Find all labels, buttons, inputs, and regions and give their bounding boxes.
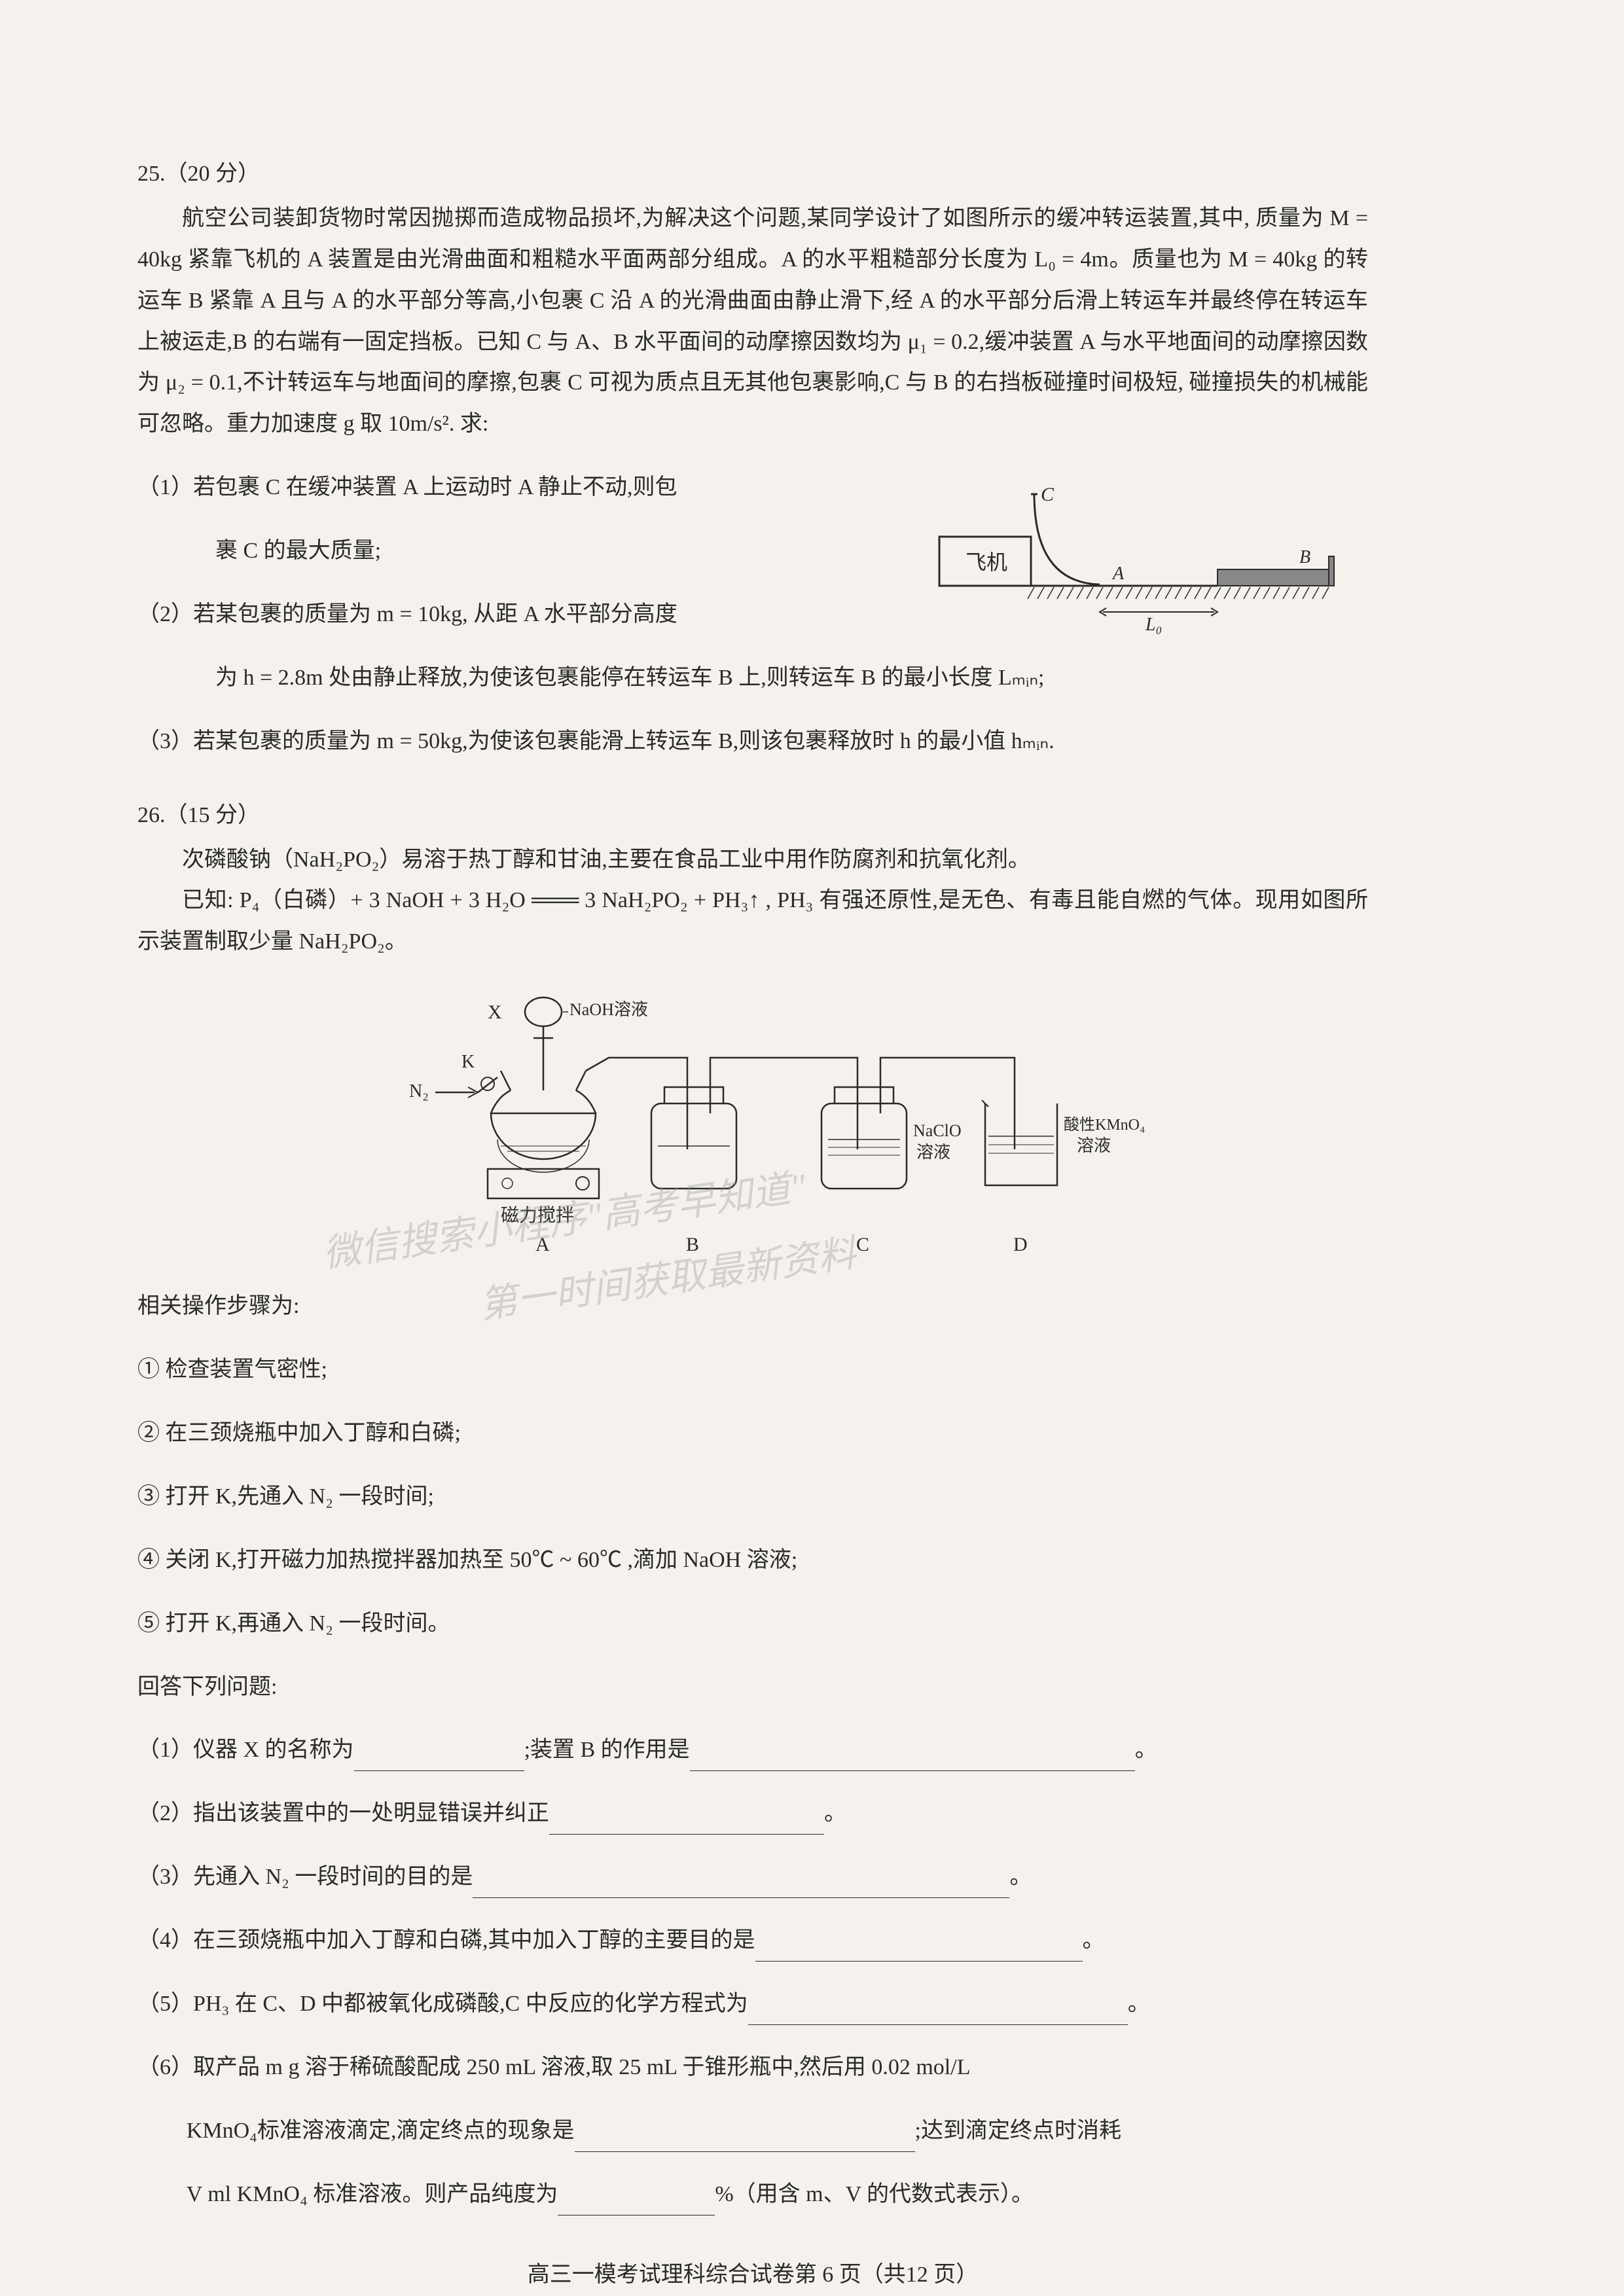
a6-l2-end: ;达到滴定终点时消耗 (915, 2119, 1121, 2143)
diagram-label-c: C (1041, 484, 1055, 505)
answer-5: （5）PH₃ 在 C、D 中都被氧化成磷酸,C 中反应的化学方程式为 。 (137, 1984, 1368, 2025)
a1-pre: （1）仪器 X 的名称为 (137, 1738, 354, 1762)
blank (690, 1745, 1135, 1772)
q25-header: 25.（20 分） (137, 154, 1368, 195)
a3-pre: （3）先通入 N₂ 一段时间的目的是 (137, 1865, 473, 1889)
answer-2: （2）指出该装置中的一处明显错误并纠正 。 (137, 1793, 1368, 1835)
answer-1: （1）仪器 X 的名称为 ;装置 B 的作用是 。 (137, 1730, 1368, 1771)
label-naclo: NaClO (913, 1121, 962, 1140)
blank (473, 1871, 1009, 1898)
blank (575, 2125, 915, 2152)
label-naoh: NaOH溶液 (569, 1000, 648, 1019)
q26-intro1: 次磷酸钠（NaH₂PO₂）易溶于热丁醇和甘油,主要在食品工业中用作防腐剂和抗氧化… (137, 840, 1368, 881)
blank (549, 1808, 824, 1835)
label-kmno4-2: 溶液 (1077, 1136, 1111, 1155)
step3: ③ 打开 K,先通入 N₂ 一段时间; (137, 1477, 1368, 1518)
a3-end: 。 (1009, 1865, 1032, 1889)
chemistry-diagram: X NaOH溶液 K N₂ (360, 982, 1146, 1264)
q26-header: 26.（15 分） (137, 795, 1368, 836)
diagram-label-a: A (1111, 564, 1125, 584)
a2-pre: （2）指出该装置中的一处明显错误并纠正 (137, 1801, 549, 1825)
label-b-app: B (686, 1234, 699, 1255)
blank (354, 1745, 524, 1772)
answer-header: 回答下列问题: (137, 1667, 1368, 1708)
label-stir: 磁力搅拌 (501, 1205, 574, 1226)
blank (755, 1935, 1083, 1962)
a6-l2-pre: KMnO₄标准溶液滴定,滴定终点的现象是 (187, 2119, 575, 2143)
a1-end: 。 (1135, 1738, 1157, 1762)
diagram-label-l0: L₀ (1145, 615, 1162, 635)
answer-4: （4）在三颈烧瓶中加入丁醇和白磷,其中加入丁醇的主要目的是 。 (137, 1920, 1368, 1962)
physics-diagram: 飞机 C (936, 481, 1342, 638)
a1-mid: ;装置 B 的作用是 (524, 1738, 690, 1762)
a4-pre: （4）在三颈烧瓶中加入丁醇和白磷,其中加入丁醇的主要目的是 (137, 1928, 755, 1952)
a6-l3-end: %（用含 m、V 的代数式表示）。 (715, 2182, 1034, 2206)
steps-header: 相关操作步骤为: (137, 1286, 1368, 1327)
question-25: 25.（20 分） 航空公司装卸货物时常因抛掷而造成物品损坏,为解决这个问题,某… (137, 154, 1368, 762)
q25-sub2-b: 为 h = 2.8m 处由静止释放,为使该包裹能停在转运车 B 上,则转运车 B… (137, 658, 1368, 699)
blank (748, 1998, 1128, 2025)
question-26: 26.（15 分） 次磷酸钠（NaH₂PO₂）易溶于热丁醇和甘油,主要在食品工业… (137, 795, 1368, 2215)
step5: ⑤ 打开 K,再通入 N₂ 一段时间。 (137, 1604, 1368, 1645)
page-footer: 高三一模考试理科综合试卷第 6 页（共12 页） (137, 2255, 1368, 2296)
a5-pre: （5）PH₃ 在 C、D 中都被氧化成磷酸,C 中反应的化学方程式为 (137, 1992, 748, 2016)
diagram-label-plane: 飞机 (965, 550, 1007, 574)
q26-intro2: 已知: P₄（白磷）+ 3 NaOH + 3 H₂O ═══ 3 NaH₂PO₂… (137, 880, 1368, 963)
label-d-app: D (1013, 1234, 1028, 1255)
label-n2: N₂ (409, 1081, 429, 1102)
label-naclo2: 溶液 (916, 1143, 950, 1162)
q25-sub3: （3）若某包裹的质量为 m = 50kg,为使该包裹能滑上转运车 B,则该包裹释… (137, 721, 1368, 762)
a2-end: 。 (824, 1801, 846, 1825)
label-a-app: A (535, 1234, 550, 1255)
answer-3: （3）先通入 N₂ 一段时间的目的是 。 (137, 1857, 1368, 1898)
a4-end: 。 (1083, 1928, 1105, 1952)
page-content: 25.（20 分） 航空公司装卸货物时常因抛掷而造成物品损坏,为解决这个问题,某… (137, 154, 1368, 2296)
diagram-label-b: B (1299, 547, 1310, 567)
step1: ① 检查装置气密性; (137, 1350, 1368, 1391)
answer-6-line3: V ml KMnO₄ 标准溶液。则产品纯度为 %（用含 m、V 的代数式表示）。 (137, 2174, 1368, 2215)
step2: ② 在三颈烧瓶中加入丁醇和白磷; (137, 1413, 1368, 1454)
a6-l3-pre: V ml KMnO₄ 标准溶液。则产品纯度为 (187, 2182, 558, 2206)
step4: ④ 关闭 K,打开磁力加热搅拌器加热至 50℃ ~ 60℃ ,滴加 NaOH 溶… (137, 1540, 1368, 1581)
blank (558, 2189, 715, 2215)
answer-6-line1: （6）取产品 m g 溶于稀硫酸配成 250 mL 溶液,取 25 mL 于锥形… (137, 2047, 1368, 2089)
a5-end: 。 (1128, 1992, 1150, 2016)
label-kmno4: 酸性KMnO₄ (1064, 1116, 1145, 1134)
q25-body: 航空公司装卸货物时常因抛掷而造成物品损坏,为解决这个问题,某同学设计了如图所示的… (137, 198, 1368, 445)
answer-6-line2: KMnO₄标准溶液滴定,滴定终点的现象是 ;达到滴定终点时消耗 (137, 2111, 1368, 2152)
label-k: K (461, 1052, 475, 1072)
label-c-app: C (856, 1234, 869, 1255)
label-x: X (488, 1001, 502, 1023)
